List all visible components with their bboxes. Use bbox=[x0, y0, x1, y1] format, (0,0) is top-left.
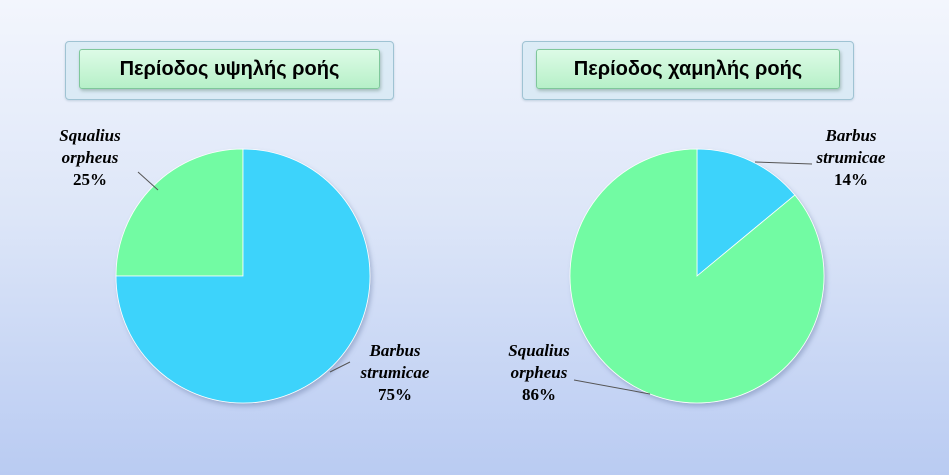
slice-name-label: strumicae bbox=[360, 363, 430, 382]
leader-line bbox=[137, 171, 159, 191]
slice-percent-label: 86% bbox=[522, 385, 556, 404]
slice-name-label: Squalius bbox=[508, 341, 570, 360]
slice-percent-label: 75% bbox=[378, 385, 412, 404]
pie-slice-squalius-orpheus bbox=[569, 148, 825, 404]
slice-percent-label: 14% bbox=[834, 170, 868, 189]
chart1-title: Περίοδος υψηλής ροής bbox=[79, 49, 380, 89]
leader-line bbox=[754, 161, 813, 165]
pie-slice-barbus-strumicae bbox=[115, 148, 371, 404]
slice-name-label: orpheus bbox=[62, 148, 119, 167]
slice-name-label: orpheus bbox=[511, 363, 568, 382]
pie-low-flow bbox=[569, 148, 825, 404]
slice-name-label: Barbus bbox=[368, 341, 420, 360]
slice-name-label: Squalius bbox=[59, 126, 121, 145]
pie-high-flow bbox=[115, 148, 371, 404]
chart2-title-frame: Περίοδος χαμηλής ροής bbox=[522, 41, 854, 100]
slice-name-label: Barbus bbox=[824, 126, 876, 145]
pie-slice-squalius-orpheus bbox=[115, 148, 244, 277]
chart1-title-frame: Περίοδος υψηλής ροής bbox=[65, 41, 394, 100]
chart2-title: Περίοδος χαμηλής ροής bbox=[536, 49, 840, 89]
leader-line bbox=[573, 379, 651, 395]
pie-slice-barbus-strumicae bbox=[696, 148, 796, 277]
leader-line bbox=[329, 361, 351, 373]
slice-name-label: strumicae bbox=[816, 148, 886, 167]
slice-percent-label: 25% bbox=[73, 170, 107, 189]
